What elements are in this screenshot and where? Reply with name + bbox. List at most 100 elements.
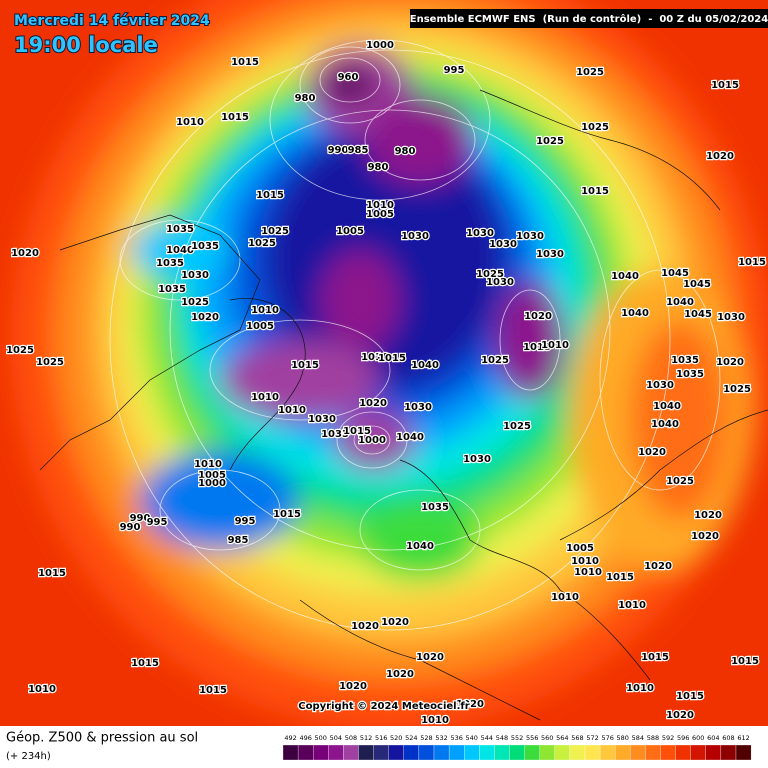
isobar-label: 1010	[251, 305, 279, 316]
isobar-label: 1030	[308, 414, 336, 425]
isobar-label: 1030	[463, 454, 491, 465]
isobar-label: 1040	[651, 419, 679, 430]
scale-cell	[645, 744, 661, 761]
scale-label: 608	[722, 734, 734, 742]
isobar-label: 1015	[273, 509, 301, 520]
isobar-label: 1030	[486, 277, 514, 288]
isobar-label: 1015	[378, 353, 406, 364]
isobar-label: 1040	[406, 541, 434, 552]
isobar-label: 1010	[618, 600, 646, 611]
isobar-label: 1025	[581, 122, 609, 133]
isobar-label: 1015	[731, 656, 759, 667]
low	[335, 410, 415, 470]
isobar-label: 1005	[566, 543, 594, 554]
isobar-label: 1015	[523, 342, 551, 353]
run-box	[410, 9, 768, 28]
isobar-label: 1010	[278, 405, 306, 416]
color-scale: 492 496 500 504 508 512 516 520 524 528 532 536 540 5…	[282, 734, 752, 761]
scale-label: 524	[405, 734, 417, 742]
isobar-label: 1035	[676, 369, 704, 380]
scale-cell	[705, 744, 722, 761]
isobar-label: 1045	[683, 279, 711, 290]
scale-cell	[328, 744, 344, 761]
low	[320, 250, 400, 350]
isobar-label: 1030	[466, 228, 494, 239]
scale-cell	[539, 744, 555, 761]
scale-cell	[584, 744, 601, 761]
isobar-label: 1015	[131, 658, 159, 669]
scale-label: 508	[345, 734, 357, 742]
isobar-label: 1040	[396, 432, 424, 443]
scale-label: 548	[496, 734, 508, 742]
isobar-label: 1020	[456, 699, 484, 710]
isobar-label: 1010	[541, 340, 569, 351]
isobar-label: 1030	[404, 402, 432, 413]
isobar-label: 1010	[366, 200, 394, 211]
isobar-label: 1035	[166, 224, 194, 235]
isobar-label: 1000	[358, 435, 386, 446]
isobar-label: 1015	[711, 80, 739, 91]
isobar-label: 985	[228, 535, 249, 546]
scale-cell	[403, 744, 420, 761]
scale-label: 500	[315, 734, 327, 742]
bands	[10, 0, 768, 726]
isobar-label: 1030	[717, 312, 745, 323]
isobar-label: 1020	[351, 621, 379, 632]
scale-label: 564	[556, 734, 568, 742]
isobar-label: 1010	[626, 683, 654, 694]
isobar-label: 1020	[644, 561, 672, 572]
isobar-label: 1025	[261, 226, 289, 237]
isobar-label: 1040	[166, 245, 194, 256]
isobar-label: 1020	[716, 357, 744, 368]
isobar-label: 1005	[336, 226, 364, 237]
isobar-label: 1020	[666, 710, 694, 721]
scale-cell	[313, 744, 329, 761]
isobar-label: 1015	[581, 186, 609, 197]
scale-label: 556	[526, 734, 538, 742]
scale-cell	[297, 744, 314, 761]
scale-cell	[615, 744, 631, 761]
scale-label: 512	[360, 734, 372, 742]
scale-cell	[282, 744, 299, 761]
isobar-label: 1025	[248, 238, 276, 249]
scale-cell	[509, 744, 525, 761]
forecast-date: Mercredi 14 février 2024	[14, 13, 210, 29]
scale-label: 504	[330, 734, 342, 742]
scale-label: 588	[647, 734, 659, 742]
scale-label: 520	[390, 734, 402, 742]
scale-label: 584	[632, 734, 644, 742]
isobar-label: 1000	[366, 40, 394, 51]
isobar-label: 1010	[194, 459, 222, 470]
scale-label: 580	[617, 734, 629, 742]
isobar-label: 1030	[646, 380, 674, 391]
isobar-label: 1020	[386, 669, 414, 680]
isobar-label: 1020	[524, 311, 552, 322]
scale-cell	[388, 744, 404, 761]
isobar-label: 980	[295, 93, 316, 104]
scale-label: 604	[707, 734, 719, 742]
isobar-label: 1040	[653, 401, 681, 412]
isobar-label: 1035	[421, 502, 449, 513]
isobar-label: 1020	[706, 151, 734, 162]
isobar-label: 1025	[536, 136, 564, 147]
scale-cell	[554, 744, 571, 761]
scale-label: 596	[677, 734, 689, 742]
isobar-label: 1025	[723, 384, 751, 395]
isobar-label: 1025	[503, 421, 531, 432]
scale-label: 544	[481, 734, 493, 742]
scale-cell	[735, 744, 752, 761]
isobar-label: 1040	[621, 308, 649, 319]
isobar-label: 990	[328, 145, 349, 156]
isobar-label: 1005	[198, 470, 226, 481]
scale-cell	[675, 744, 691, 761]
isobar-label: 1020	[359, 398, 387, 409]
isobar-label: 1025	[36, 357, 64, 368]
isobar-label: 1020	[416, 652, 444, 663]
isobar-label: 1030	[489, 239, 517, 250]
scale-label: 532	[435, 734, 447, 742]
footer-title: Géop. Z500 & pression au sol	[6, 731, 198, 746]
isobar-label: 990	[120, 522, 141, 533]
isobar-label: 960	[338, 72, 359, 83]
